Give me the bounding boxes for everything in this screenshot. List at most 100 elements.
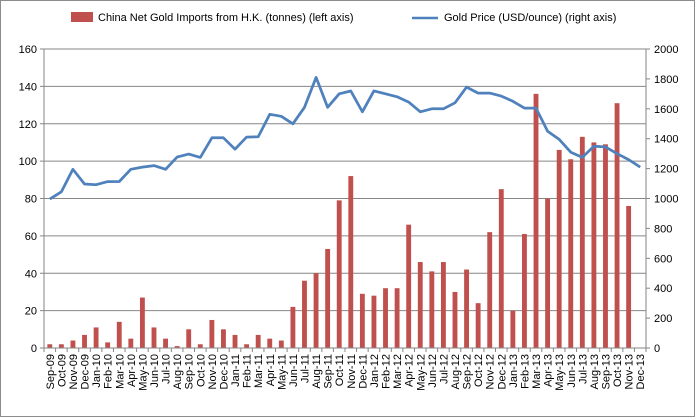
x-axis-tick-label: Mar-12 [392, 354, 404, 389]
bar-Nov-13 [626, 205, 632, 348]
right-axis-tick-label: 0 [654, 343, 660, 355]
bar-Jul-12 [440, 262, 446, 348]
x-axis-tick-label: Apr-12 [404, 354, 416, 387]
right-axis-tick-label: 600 [654, 253, 672, 265]
bar-Mar-12 [394, 288, 400, 348]
bar-Apr-13 [545, 198, 551, 348]
bar-Sep-13 [603, 144, 608, 348]
bar-May-12 [417, 262, 423, 348]
x-axis-tick-label: Jun-13 [566, 354, 578, 388]
left-axis-tick-label: 120 [19, 119, 37, 131]
x-axis-tick-label: Dec-11 [357, 354, 369, 389]
x-axis-tick-label: May-12 [415, 354, 427, 391]
x-axis-tick-label: Nov-09 [68, 354, 80, 389]
bar-Jun-11 [290, 306, 296, 348]
bar-Jun-10 [151, 327, 157, 348]
x-axis-tick-label: Oct-10 [195, 354, 207, 387]
bar-Dec-09 [82, 334, 87, 348]
x-axis-tick-label: Jul-10 [161, 354, 173, 384]
bar-Nov-09 [70, 340, 76, 348]
x-axis-tick-label: Feb-11 [242, 354, 254, 388]
bar-Aug-10 [174, 346, 180, 348]
x-axis-tick-label: Apr-11 [265, 354, 277, 386]
x-axis-tick-label: Mar-11 [253, 354, 265, 388]
x-axis-tick-label: Mar-10 [114, 354, 126, 389]
left-axis-tick-label: 80 [25, 194, 37, 206]
legend-label-gold-price: Gold Price (USD/ounce) (right axis) [444, 12, 616, 24]
x-axis-tick-label: Aug-10 [172, 354, 184, 389]
bar-Apr-11 [267, 338, 273, 348]
right-axis-tick-label: 1800 [654, 74, 678, 86]
left-axis-tick-label: 0 [31, 343, 37, 355]
right-axis-tick-label: 800 [654, 223, 672, 235]
legend: China Net Gold Imports from H.K. (tonnes… [71, 12, 616, 24]
x-axis-tick-label: Jun-11 [288, 354, 300, 387]
x-axis-tick-label: Dec-09 [80, 354, 92, 389]
gridlines [44, 48, 646, 312]
bar-Jan-12 [371, 295, 377, 348]
bar-Sep-09 [47, 344, 53, 348]
x-axis-tick-label: Jan-10 [91, 354, 103, 388]
x-axis-tick-label: May-13 [554, 354, 566, 391]
right-axis-tick-label: 200 [654, 313, 672, 325]
x-axis-tick-label: Jul-12 [438, 354, 450, 384]
left-axis-tick-label: 100 [19, 156, 37, 168]
bar-Sep-10 [186, 329, 192, 348]
legend-label-imports: China Net Gold Imports from H.K. (tonnes… [98, 12, 354, 24]
bar-Aug-12 [452, 291, 458, 348]
x-axis-tick-label: Dec-10 [218, 354, 230, 389]
x-axis-tick-label: Sep-13 [600, 354, 612, 389]
bar-Aug-11 [313, 273, 319, 348]
bar-Apr-12 [406, 224, 412, 348]
x-axis-tick-label: Sep-12 [462, 354, 474, 389]
bar-May-13 [556, 149, 562, 348]
x-axis-tick-label: Oct-13 [612, 354, 624, 387]
bar-Oct-09 [58, 344, 64, 348]
x-axis-tick-label: May-10 [137, 354, 149, 391]
x-axis-tick-label: Aug-11 [311, 354, 323, 389]
bar-Nov-12 [487, 232, 493, 348]
right-axis-tick-label: 1200 [654, 164, 678, 176]
bar-Feb-10 [105, 342, 111, 348]
bar-Nov-10 [209, 319, 215, 348]
x-axis-tick-label: May-11 [276, 354, 288, 390]
x-axis-tick-label: Jun-10 [149, 354, 161, 388]
bar-Dec-11 [359, 293, 365, 348]
left-axis-tick-label: 60 [25, 231, 37, 243]
bar-Jul-13 [579, 136, 585, 348]
bar-Sep-12 [464, 269, 469, 348]
right-axis-tick-label: 1000 [654, 194, 678, 206]
x-axis-tick-label: Jun-12 [427, 354, 439, 388]
bar-Mar-10 [116, 321, 122, 348]
line-series [49, 76, 641, 201]
x-axis-tick-label: Sep-10 [184, 354, 196, 389]
x-axis-tick-label: Feb-10 [103, 354, 115, 389]
bar-Jan-11 [232, 334, 238, 348]
left-axis-tick-label: 140 [19, 81, 37, 93]
right-axis-tick-label: 400 [654, 283, 672, 295]
x-axis-tick-label: Jul-13 [577, 354, 589, 384]
bar-Dec-10 [221, 329, 226, 348]
bar-Oct-13 [614, 103, 620, 348]
x-axis-tick-label: Nov-13 [624, 354, 636, 389]
bar-Mar-13 [533, 93, 539, 348]
left-axis-tick-label: 20 [25, 306, 37, 318]
right-axis-tick-label: 2000 [654, 44, 678, 56]
x-axis-tick-label: Jan-11 [230, 354, 242, 387]
bar-Jan-13 [510, 310, 516, 348]
bar-Jul-10 [163, 338, 168, 348]
x-axis-tick-label: Aug-12 [450, 354, 462, 389]
x-axis-tick-label: Oct-12 [473, 354, 485, 387]
legend-swatch-imports [71, 12, 93, 22]
bar-Feb-12 [383, 288, 388, 348]
x-axis-tick-label: Aug-13 [589, 354, 601, 389]
x-axis-tick-label: Dec-12 [496, 354, 508, 389]
right-axis-tick-label: 1400 [654, 134, 678, 146]
bar-Oct-11 [336, 200, 342, 348]
bar-Dec-12 [498, 189, 504, 348]
x-axis-tick-label: Sep-11 [323, 354, 335, 389]
x-axis-tick-label: Jul-11 [299, 354, 311, 383]
x-axis-tick-label: Apr-13 [543, 354, 555, 387]
